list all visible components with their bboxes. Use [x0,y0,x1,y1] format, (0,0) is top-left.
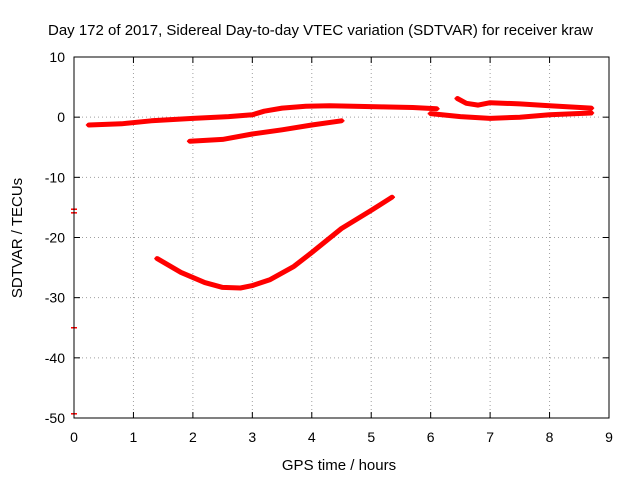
y-tick-label: -50 [45,410,65,426]
x-tick-label: 0 [70,429,78,445]
grid [74,57,609,418]
data-series [71,96,595,415]
series-line-1 [86,103,440,128]
y-tick-label: -10 [45,169,65,185]
y-tick-label: 10 [49,49,65,65]
y-tick-label: -40 [45,350,65,366]
x-tick-label: 3 [248,429,256,445]
x-tick-label: 7 [486,429,494,445]
series-line-4 [187,118,344,144]
x-tick-label: 2 [189,429,197,445]
x-tick-label: 8 [546,429,554,445]
y-axis-title: SDTVAR / TECUs [9,178,26,298]
series-line-3 [454,96,594,111]
x-tick-label: 6 [427,429,435,445]
y-tick-label: 0 [57,109,65,125]
y-tick-label: -30 [45,290,65,306]
x-tick-label: 9 [605,429,613,445]
y-tick-labels: 10 0 -10 -20 -30 -40 -50 [45,49,65,426]
series-line-5 [154,194,395,291]
y-tick-label: -20 [45,230,65,246]
x-tick-label: 4 [308,429,316,445]
x-tick-label: 1 [130,429,138,445]
x-axis-title: GPS time / hours [282,457,396,474]
x-tick-label: 5 [367,429,375,445]
series-line-2 [428,110,594,121]
axis-ticks [73,56,610,419]
x-tick-labels: 0 1 2 3 4 5 6 7 8 9 [70,429,613,445]
chart-title: Day 172 of 2017, Sidereal Day-to-day VTE… [48,22,593,39]
